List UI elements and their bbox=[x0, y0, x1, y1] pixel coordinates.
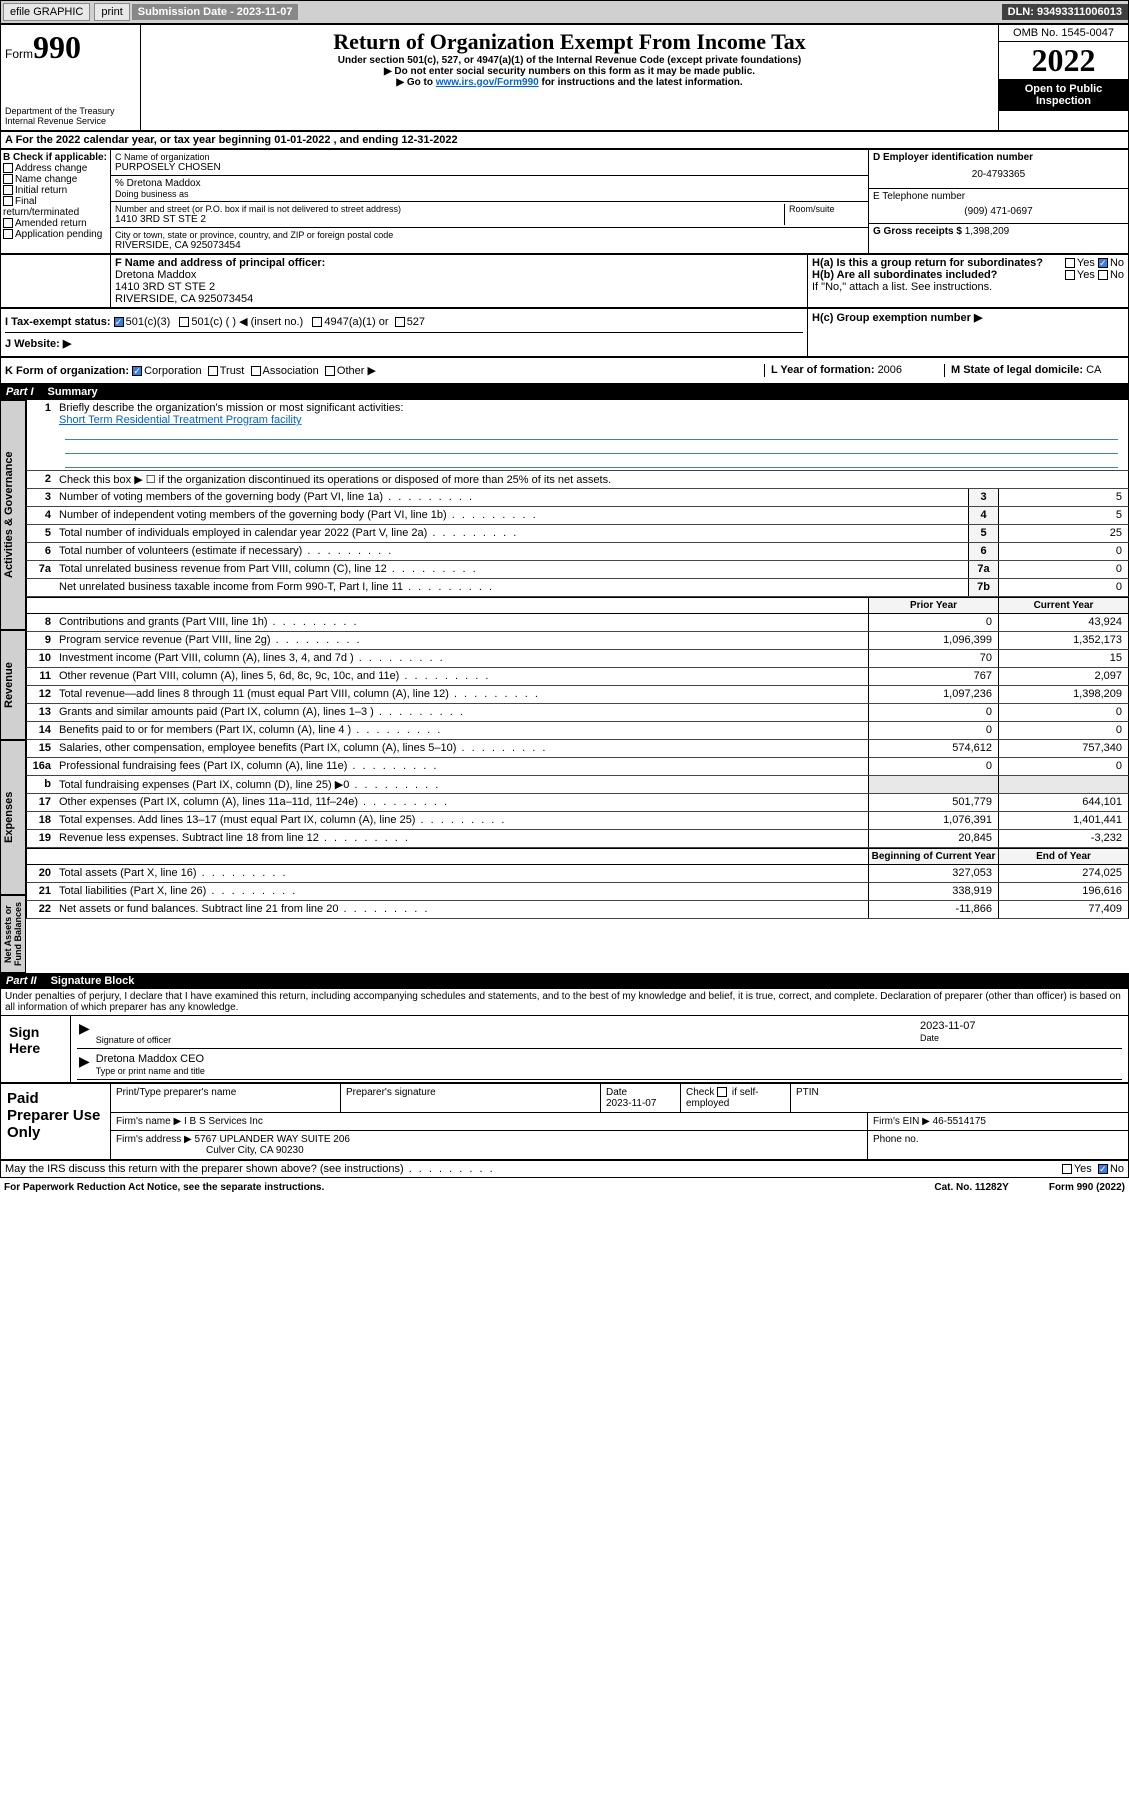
vtab-revenue: Revenue bbox=[0, 630, 26, 740]
form-number: 990 bbox=[33, 29, 81, 65]
page-footer: For Paperwork Reduction Act Notice, see … bbox=[0, 1178, 1129, 1197]
vtab-netassets: Net Assets or Fund Balances bbox=[0, 895, 26, 973]
top-bar: efile GRAPHIC print Submission Date - 20… bbox=[0, 0, 1129, 24]
subtitle-2: ▶ Do not enter social security numbers o… bbox=[145, 66, 994, 77]
submission-date: Submission Date - 2023-11-07 bbox=[132, 4, 299, 20]
efile-label: efile GRAPHIC bbox=[3, 3, 90, 21]
part1-header: Part ISummary bbox=[0, 384, 1129, 400]
subtitle-1: Under section 501(c), 527, or 4947(a)(1)… bbox=[145, 55, 994, 66]
penalty-statement: Under penalties of perjury, I declare th… bbox=[0, 989, 1129, 1015]
omb-number: OMB No. 1545-0047 bbox=[999, 25, 1128, 42]
section-ij: I Tax-exempt status: 501(c)(3) 501(c) ( … bbox=[0, 308, 1129, 357]
part2-header: Part IISignature Block bbox=[0, 973, 1129, 989]
section-klm: K Form of organization: Corporation Trus… bbox=[0, 357, 1129, 384]
telephone: (909) 471-0697 bbox=[873, 202, 1124, 221]
org-name: PURPOSELY CHOSEN bbox=[115, 162, 864, 173]
part1-body: Activities & Governance Revenue Expenses… bbox=[0, 400, 1129, 973]
city-state-zip: RIVERSIDE, CA 925073454 bbox=[115, 240, 864, 251]
section-fh: F Name and address of principal officer:… bbox=[0, 254, 1129, 308]
box-b: B Check if applicable: Address change Na… bbox=[1, 150, 111, 253]
dln: DLN: 93493311006013 bbox=[1002, 4, 1128, 20]
form-header: Form990 Department of the Treasury Inter… bbox=[0, 24, 1129, 131]
sign-block: Sign Here ▶ Signature of officer 2023-11… bbox=[0, 1015, 1129, 1083]
tax-year: 2022 bbox=[999, 42, 1128, 79]
street-address: 1410 3RD ST STE 2 bbox=[115, 214, 784, 225]
print-button[interactable]: print bbox=[94, 3, 129, 21]
form-word: Form bbox=[5, 47, 33, 61]
box-c: C Name of organization PURPOSELY CHOSEN … bbox=[111, 150, 868, 253]
discuss-row: May the IRS discuss this return with the… bbox=[0, 1160, 1129, 1178]
section-bcd: B Check if applicable: Address change Na… bbox=[0, 149, 1129, 254]
ein: 20-4793365 bbox=[873, 163, 1124, 186]
gross-receipts: 1,398,209 bbox=[965, 226, 1010, 237]
row-a-tax-year: A For the 2022 calendar year, or tax yea… bbox=[0, 131, 1129, 149]
dept-treasury: Department of the Treasury bbox=[5, 106, 136, 116]
preparer-block: Paid Preparer Use Only Print/Type prepar… bbox=[0, 1083, 1129, 1160]
vtab-governance: Activities & Governance bbox=[0, 400, 26, 630]
form-title: Return of Organization Exempt From Incom… bbox=[145, 29, 994, 55]
box-deg: D Employer identification number 20-4793… bbox=[868, 150, 1128, 253]
subtitle-3a: ▶ Go to bbox=[396, 77, 435, 88]
subtitle-3b: for instructions and the latest informat… bbox=[539, 77, 743, 88]
open-inspection: Open to Public Inspection bbox=[999, 79, 1128, 111]
irs-link[interactable]: www.irs.gov/Form990 bbox=[436, 77, 539, 88]
irs-label: Internal Revenue Service bbox=[5, 116, 136, 126]
vtab-expenses: Expenses bbox=[0, 740, 26, 895]
